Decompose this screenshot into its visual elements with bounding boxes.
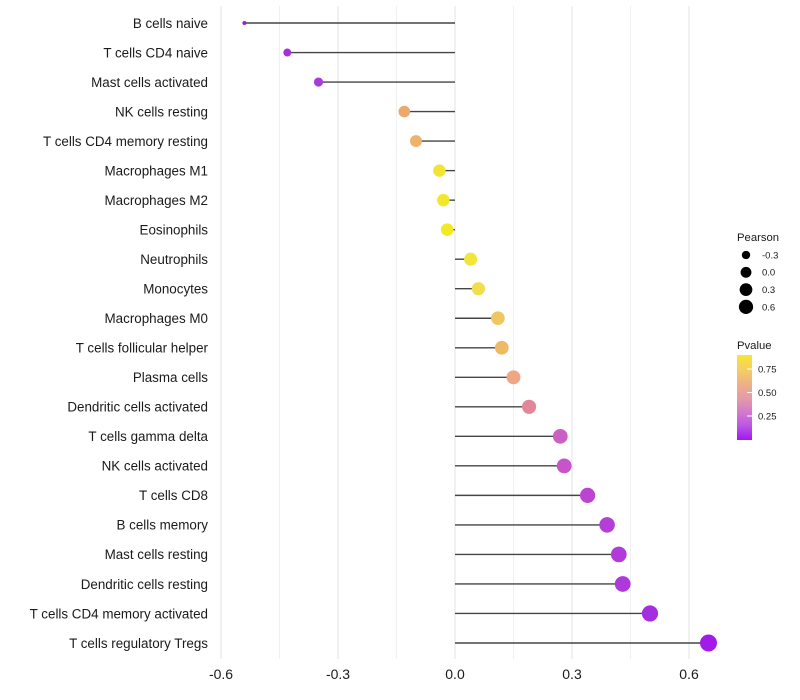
lollipop-row: T cells follicular helper [76, 341, 509, 356]
pearson-size-legend: Pearson -0.3 0.0 0.3 0.6 [737, 232, 779, 315]
lollipop-row: Eosinophils [140, 222, 455, 237]
lollipop-row: Macrophages M2 [105, 193, 455, 208]
category-label: B cells naive [133, 16, 208, 31]
size-legend-dot [739, 283, 753, 296]
lollipop-dot [522, 399, 537, 414]
lollipop-row: NK cells resting [115, 104, 455, 119]
lollipop-dot [242, 21, 247, 25]
lollipop-dot [610, 546, 627, 563]
size-legend-label: 0.0 [762, 268, 775, 279]
lollipop-dot [433, 164, 446, 177]
color-legend-title: Pvalue [737, 340, 772, 352]
category-label: Neutrophils [140, 252, 208, 267]
category-label: T cells CD4 memory resting [43, 134, 208, 149]
lollipop-row: Dendritic cells activated [67, 399, 537, 415]
x-tick-label: -0.3 [326, 666, 350, 682]
lollipop-row: Neutrophils [140, 252, 478, 267]
lollipop-dot [440, 223, 454, 236]
color-legend-label: 0.75 [758, 364, 777, 375]
lollipop-dot [641, 605, 659, 622]
category-label: Dendritic cells resting [81, 577, 208, 592]
lollipop-row: Mast cells resting [105, 546, 627, 563]
category-label: T cells CD4 naive [103, 45, 208, 60]
lollipop-dot [471, 282, 486, 296]
category-label: Mast cells activated [91, 75, 208, 90]
lollipop-dot [700, 634, 717, 652]
lollipop-row: T cells CD4 naive [103, 45, 455, 60]
pvalue-color-legend: Pvalue 0.75 0.50 0.25 [737, 340, 777, 440]
x-tick-label: 0.3 [562, 666, 582, 682]
size-legend-label: -0.3 [762, 250, 778, 261]
category-label: T cells follicular helper [76, 341, 209, 356]
lollipop-dot [614, 576, 631, 592]
lollipop-dot [491, 311, 505, 326]
size-legend-dot [740, 266, 752, 278]
lollipop-row: T cells CD4 memory resting [43, 134, 455, 149]
x-tick-label: 0.6 [679, 666, 699, 682]
color-legend-label: 0.50 [758, 388, 777, 399]
lollipop-row: B cells memory [116, 517, 615, 533]
category-label: T cells CD4 memory activated [30, 606, 208, 621]
category-label: T cells gamma delta [88, 429, 208, 444]
category-label: Plasma cells [133, 370, 208, 385]
lollipop-dot [599, 517, 615, 533]
lollipop-dot [552, 428, 568, 444]
lollipop-row: T cells gamma delta [88, 428, 568, 444]
size-legend-dot [741, 250, 751, 260]
x-tick-label: -0.6 [209, 666, 233, 682]
lollipop-dot [410, 135, 422, 148]
lollipop-dot [494, 340, 509, 355]
category-label: Macrophages M0 [105, 311, 208, 326]
rows: B cells naive T cells CD4 naive Mast cells… [30, 16, 717, 652]
category-label: Macrophages M1 [105, 163, 208, 178]
category-label: NK cells activated [102, 459, 208, 474]
lollipop-dot [283, 48, 292, 57]
lollipop-dot [437, 193, 450, 207]
lollipop-dot [556, 458, 572, 474]
lollipop-row: Mast cells activated [91, 75, 455, 90]
pvalue-gradient-bar [737, 355, 752, 440]
lollipop-dot [313, 77, 324, 87]
x-axis: -0.6 -0.3 0.0 0.3 0.6 [209, 666, 699, 682]
lollipop-row: T cells CD8 [139, 487, 596, 503]
lollipop-row: T cells CD4 memory activated [30, 605, 659, 622]
category-label: Monocytes [143, 282, 208, 297]
category-label: Dendritic cells activated [67, 400, 208, 415]
grid [220, 6, 690, 659]
lollipop-row: NK cells activated [102, 458, 572, 474]
size-legend-title: Pearson [737, 232, 779, 244]
category-label: T cells regulatory Tregs [69, 636, 208, 651]
lollipop-dot [506, 370, 521, 385]
category-label: Mast cells resting [105, 547, 208, 562]
size-legend-dot [738, 299, 754, 315]
color-legend-label: 0.25 [758, 411, 777, 422]
lollipop-row: Dendritic cells resting [81, 576, 631, 592]
category-label: NK cells resting [115, 104, 208, 119]
lollipop-row: T cells regulatory Tregs [69, 634, 717, 652]
lollipop-row: Monocytes [143, 282, 486, 297]
lollipop-row: B cells naive [133, 16, 455, 31]
size-legend-label: 0.3 [762, 285, 775, 296]
lollipop-dot [580, 487, 596, 503]
size-legend-label: 0.6 [762, 302, 775, 313]
category-label: Eosinophils [140, 222, 209, 237]
lollipop-dot [464, 252, 478, 266]
lollipop-dot [398, 105, 411, 118]
lollipop-row: Macrophages M1 [105, 163, 455, 178]
x-tick-label: 0.0 [445, 666, 465, 682]
category-label: T cells CD8 [139, 488, 208, 503]
lollipop-row: Macrophages M0 [105, 311, 505, 326]
category-label: B cells memory [116, 518, 208, 533]
lollipop-row: Plasma cells [133, 370, 521, 385]
category-label: Macrophages M2 [105, 193, 208, 208]
